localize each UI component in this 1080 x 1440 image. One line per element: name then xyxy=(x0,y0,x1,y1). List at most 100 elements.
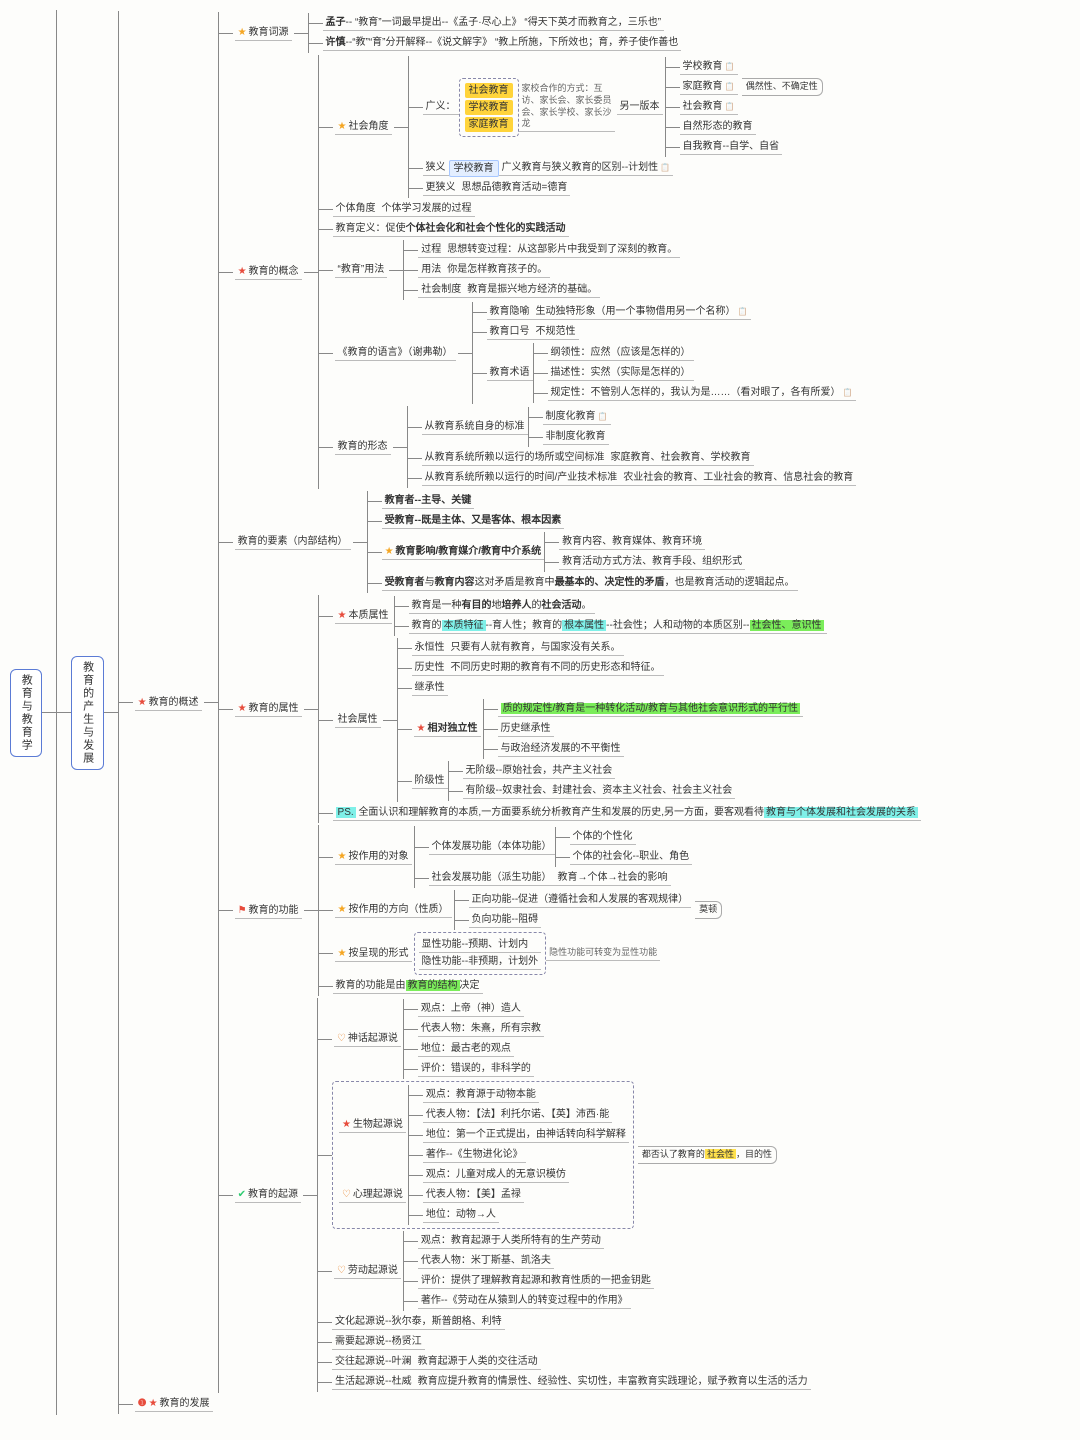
use2n: 你是怎样教育孩子的。 xyxy=(444,262,550,278)
another: 另一版本 xyxy=(617,99,663,115)
sa4: ★相对独立性 xyxy=(414,721,481,737)
coop: 家校合作的方式：互访、家长会、家长委员会、家长学校、家长沙龙 xyxy=(519,82,615,132)
form: 教育的形态 xyxy=(335,439,391,455)
elements[interactable]: 教育的要素（内部结构） xyxy=(235,534,351,550)
fd: ★按作用的方向（性质） xyxy=(335,902,452,918)
origin-node[interactable]: ★教育词源 xyxy=(235,25,292,41)
sa4a: 质的规定性/教育是一种转化活动/教育与其他社会意识形式的平行性 xyxy=(498,701,804,717)
cult: 文化起源说--狄尔泰，斯普朗格、利特 xyxy=(332,1314,505,1330)
el3a: 教育内容、教育媒体、教育环境 xyxy=(559,534,705,550)
lvl2-node: 教育的产生与发展 xyxy=(71,656,103,770)
attr[interactable]: ★教育的属性 xyxy=(235,701,302,717)
narrower-note: 思想品德教育活动=德育 xyxy=(459,180,571,196)
m4: 评价：错误的，非科学的 xyxy=(418,1061,534,1077)
use3: 社会制度 xyxy=(418,282,464,298)
edu-def: 教育定义：促使个体社会化和社会个性化的实践活动 xyxy=(333,221,569,237)
form2: 从教育系统所赖以运行的场所或空间标准 xyxy=(422,450,608,466)
sa4b: 历史继承性 xyxy=(498,721,554,737)
el1: 教育者--主导、关键 xyxy=(382,493,475,509)
lang2n: 不规范性 xyxy=(533,324,579,340)
use2: 用法 xyxy=(418,262,444,278)
l2: 代表人物：米丁斯基、凯洛夫 xyxy=(418,1253,554,1269)
lang1n: 生动独特形象（用一个事物借用另一个名称） xyxy=(533,304,751,320)
sa2n: 不同历史时期的教育有不同的历史形态和特征。 xyxy=(448,660,664,676)
bio-psy-box: ★生物起源说 观点：教育源于动物本能 代表人物：【法】利托尔诺、【英】沛西·能 … xyxy=(332,1081,634,1229)
sa1: 永恒性 xyxy=(412,640,448,656)
fo1a: 个体的个性化 xyxy=(570,829,636,845)
m1: 观点：上帝（神）造人 xyxy=(418,1001,524,1017)
el2: 受教育--既是主体、又是客体、根本因素 xyxy=(382,513,565,529)
comm: 交往起源说--叶澜 xyxy=(332,1354,415,1370)
ess1: 教育是一种有目的地培养人的社会活动。 xyxy=(409,598,595,614)
b2: 代表人物：【法】利托尔诺、【英】沛西·能 xyxy=(423,1107,612,1123)
ff-box: 显性功能--预期、计划内 隐性功能--非预期，计划外 xyxy=(414,932,547,975)
broad: 广义： xyxy=(423,99,459,115)
mindmap-root: 教育与教育学 教育的产生与发展 ★教育的概述 ★教育词源 孟子孟子--－“教育”… xyxy=(10,10,1070,1415)
usage: “教育”用法 xyxy=(335,262,388,278)
root-node: 教育与教育学 xyxy=(10,669,42,757)
concept-node[interactable]: ★教育的概念 xyxy=(235,264,302,280)
alt4: 自然形态的教育 xyxy=(680,119,756,135)
bio: ★生物起源说 xyxy=(339,1117,406,1133)
narrow: 狭义 xyxy=(423,160,449,176)
alt2: 家庭教育 xyxy=(680,79,738,95)
el3b: 教育活动方式方法、教育手段、组织形式 xyxy=(559,554,745,570)
myth: ♡神话起源说 xyxy=(334,1031,401,1047)
func[interactable]: ⚑教育的功能 xyxy=(235,903,302,919)
p3: 地位：动物→人 xyxy=(423,1207,499,1223)
broad-tags: 社会教育 学校教育 家庭教育 xyxy=(459,78,519,137)
mengzi: 孟子孟子--－“教育”一词最早提出--《孟子·尽心上》 “得天下英才而教育之，三… xyxy=(323,15,665,31)
sa3: 继承性 xyxy=(412,680,448,696)
form1b: 非制度化教育 xyxy=(543,429,609,445)
lang3b: 描述性：实然（实际是怎样的） xyxy=(548,365,694,381)
life: 生活起源说--杜威 xyxy=(332,1374,415,1390)
src[interactable]: ✔教育的起源 xyxy=(235,1187,301,1203)
ps: PS. 全面认识和理解教育的本质,一方面要系统分析教育产生和发展的历史,另一方面… xyxy=(333,805,921,821)
deny: 都否认了教育的社会性，目的性 xyxy=(638,1146,777,1164)
alt1: 学校教育 xyxy=(680,59,738,75)
xushen: 许慎--“教”“育”分开解释--《说文解字》 “教上所施，下所效也；育，养子使作… xyxy=(323,35,682,51)
dev-node[interactable]: ❶★教育的发展 xyxy=(135,1396,213,1412)
fo1b: 个体的社会化--职业、角色 xyxy=(570,849,693,865)
lang3c: 规定性：不管别人怎样的，我认为是……（看对眼了，各有所爱） xyxy=(548,385,856,401)
psy: ♡心理起源说 xyxy=(339,1187,406,1203)
fo1: 个体发展功能（本体功能） xyxy=(429,839,555,855)
sa5b: 有阶级--奴隶社会、封建社会、资本主义社会、社会主义社会 xyxy=(463,783,736,799)
sa4c: 与政治经济发展的不平衡性 xyxy=(498,741,624,757)
merton: 莫顿 xyxy=(695,901,722,919)
form1a: 制度化教育 xyxy=(543,409,611,425)
ff-note: 隐性功能可转变为显性功能 xyxy=(546,946,660,961)
b4: 著作--《生物进化论》 xyxy=(423,1147,526,1163)
use1n: 思想转变过程：从这部影片中我受到了深刻的教育。 xyxy=(444,242,680,258)
ess2: 教育的本质特征--育人性；教育的根本属性--社会性；人和动物的本质区别--社会性… xyxy=(409,618,827,634)
m2: 代表人物：朱熹，所有宗教 xyxy=(418,1021,544,1037)
sa1n: 只要有人就有教育，与国家没有关系。 xyxy=(448,640,624,656)
alt5: 自我教育--自学、自省 xyxy=(680,139,783,155)
lang1: 教育隐喻 xyxy=(487,304,533,320)
b3: 地位：第一个正式提出，由神话转向科学解释 xyxy=(423,1127,629,1143)
form2n: 家庭教育、社会教育、学校教育 xyxy=(608,450,754,466)
lang2: 教育口号 xyxy=(487,324,533,340)
form3n: 农业社会的教育、工业社会的教育、信息社会的教育 xyxy=(620,470,856,486)
m3: 地位：最古老的观点 xyxy=(418,1041,514,1057)
b1: 观点：教育源于动物本能 xyxy=(423,1087,539,1103)
narrow-note: 广义教育与狭义教育的区别--计划性 xyxy=(499,160,674,176)
lang: 《教育的语言》（谢弗勒） xyxy=(335,345,456,361)
overview-node[interactable]: ★教育的概述 xyxy=(135,695,202,711)
essence: ★本质属性 xyxy=(335,608,392,624)
sa5a: 无阶级--原始社会，共产主义社会 xyxy=(463,763,616,779)
fd2: 负向功能--阻碍 xyxy=(469,912,542,928)
l3: 评价：提供了理解教育起源和教育性质的一把金钥匙 xyxy=(418,1273,654,1289)
l4: 著作--《劳动在从猿到人的转变过程中的作用》 xyxy=(418,1293,631,1309)
use3n: 教育是振兴地方经济的基础。 xyxy=(464,282,600,298)
sa2: 历史性 xyxy=(412,660,448,676)
soc-attr: 社会属性 xyxy=(335,712,381,728)
fd1: 正向功能--促进（遵循社会和人发展的客观规律） xyxy=(469,892,692,908)
form3: 从教育系统所赖以运行的时间/产业技术标准 xyxy=(422,470,621,486)
use1: 过程 xyxy=(418,242,444,258)
fo: ★按作用的对象 xyxy=(335,849,412,865)
el3: ★教育影响/教育媒介/教育中介系统 xyxy=(382,544,545,560)
comm-n: 教育起源于人类的交往活动 xyxy=(415,1354,541,1370)
form1: 从教育系统自身的标准 xyxy=(422,419,528,435)
indiv-angle: 个体角度 xyxy=(333,201,379,217)
